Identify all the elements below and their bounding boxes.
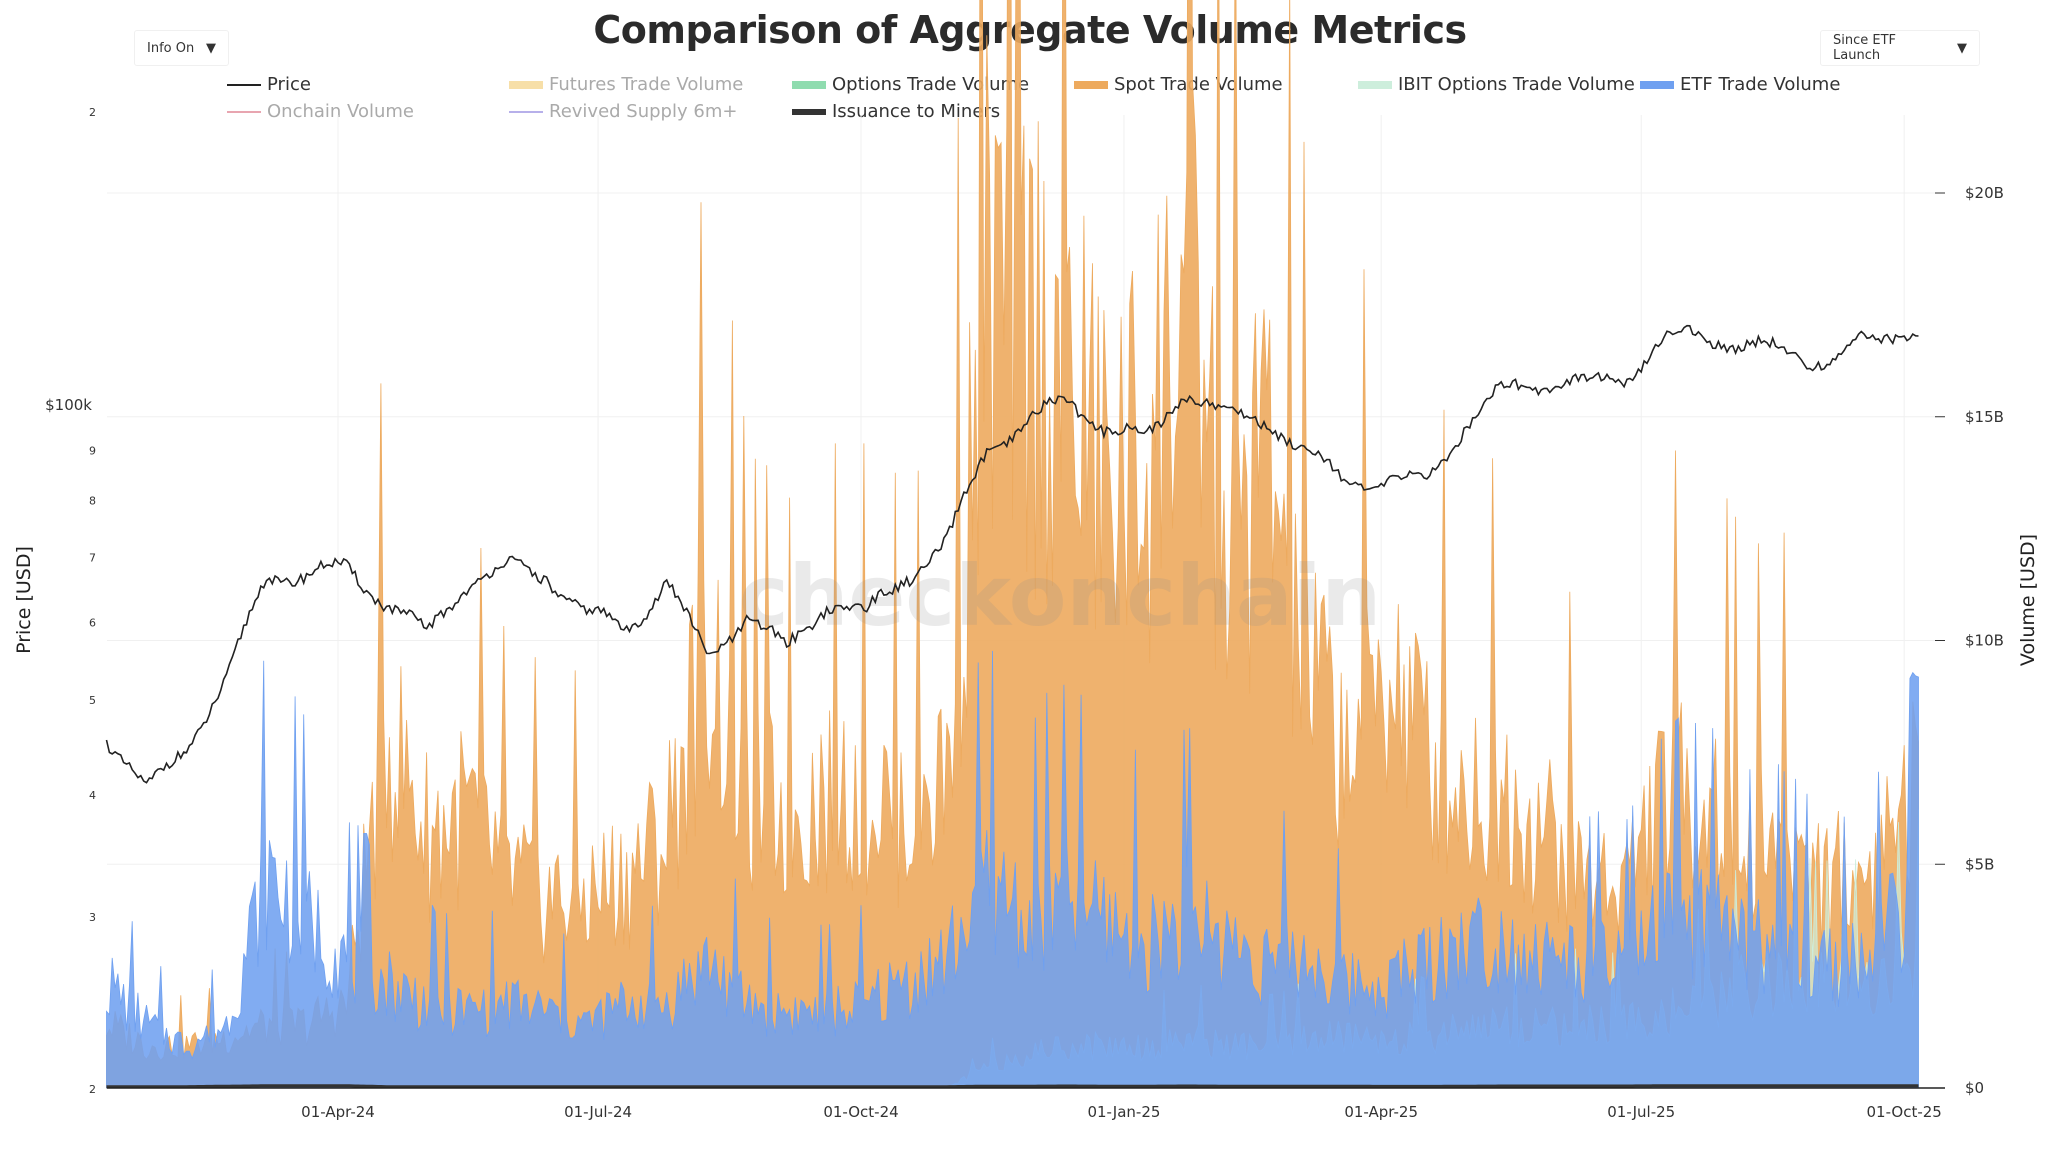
y-left-tick-label: 6 [89, 617, 96, 630]
x-tick-label: 01-Jul-24 [564, 1103, 632, 1121]
legend-swatch-icon [1074, 80, 1108, 89]
legend-item-onchain-volume[interactable]: Onchain Volume [227, 101, 414, 122]
y-right-tick-label: $15B [1965, 408, 2004, 426]
legend-label: ETF Trade Volume [1680, 74, 1841, 95]
series-line-price [105, 324, 1919, 784]
y-left-tick-label: 7 [89, 551, 96, 564]
x-tick-label: 01-Oct-25 [1867, 1103, 1942, 1121]
legend-item-spot-trade-volume[interactable]: Spot Trade Volume [1074, 74, 1283, 95]
y-left-tick-label: 4 [89, 789, 96, 802]
y-left-tick-label: $100k [45, 396, 92, 414]
info-dropdown[interactable]: Info On ▼ [134, 30, 229, 66]
x-tick-label: 01-Jan-25 [1087, 1103, 1160, 1121]
legend-label: Onchain Volume [267, 101, 414, 122]
chevron-down-icon: ▼ [1957, 40, 1967, 56]
series-line-issuance-to-miners [106, 1084, 1919, 1089]
y-right-tick-label: $5B [1965, 855, 1994, 873]
y-right-axis-title: Volume [USD] [2017, 534, 2039, 666]
y-right-tick-label: $10B [1965, 632, 2004, 650]
legend-item-issuance-to-miners[interactable]: Issuance to Miners [792, 101, 1000, 122]
y-left-tick-label: 8 [89, 495, 96, 508]
legend-line-icon [792, 108, 826, 115]
legend-item-ibit-options-trade-volume[interactable]: IBIT Options Trade Volume [1358, 74, 1635, 95]
legend-line-icon [227, 110, 261, 113]
legend-line-icon [227, 83, 261, 86]
x-tick-label: 01-Apr-25 [1344, 1103, 1418, 1121]
series-area-etf-trade-volume [106, 650, 1919, 1089]
legend-item-price[interactable]: Price [227, 74, 311, 95]
info-dropdown-label: Info On [147, 40, 195, 56]
legend-label: Futures Trade Volume [549, 74, 744, 95]
legend-swatch-icon [792, 80, 826, 89]
y-right-tick-label: $20B [1965, 184, 2004, 202]
watermark: checkonchain [739, 547, 1381, 645]
legend-line-icon [509, 110, 543, 113]
x-tick-label: 01-Oct-24 [823, 1103, 898, 1121]
chart-title: Comparison of Aggregate Volume Metrics [593, 8, 1467, 52]
chevron-down-icon: ▼ [206, 40, 216, 56]
series-area-spot-trade-volume [106, 0, 1919, 1089]
y-left-tick-label: 5 [89, 694, 96, 707]
y-right-tick-label: $0 [1965, 1079, 1984, 1097]
range-dropdown-label: Since ETF Launch [1833, 33, 1897, 63]
legend-item-futures-trade-volume[interactable]: Futures Trade Volume [509, 74, 743, 95]
y-left-tick-label: 2 [89, 1083, 96, 1096]
range-dropdown[interactable]: Since ETF Launch ▼ [1820, 30, 1980, 66]
legend-label: IBIT Options Trade Volume [1398, 74, 1635, 95]
legend-label: Spot Trade Volume [1114, 74, 1283, 95]
legend-item-etf-trade-volume[interactable]: ETF Trade Volume [1640, 74, 1840, 95]
y-left-axis-title: Price [USD] [13, 546, 35, 654]
y-left-tick-label: 9 [89, 445, 96, 458]
y-left-tick-label: 2 [89, 106, 96, 119]
legend-swatch-icon [1358, 80, 1392, 89]
x-tick-label: 01-Apr-24 [301, 1103, 375, 1121]
legend-swatch-icon [1640, 80, 1674, 89]
legend-label: Price [267, 74, 311, 95]
x-tick-label: 01-Jul-25 [1607, 1103, 1675, 1121]
legend-label: Issuance to Miners [832, 101, 1001, 122]
legend-swatch-icon [509, 80, 543, 89]
legend-label: Revived Supply 6m+ [549, 101, 738, 122]
y-left-tick-label: 3 [89, 911, 96, 924]
legend-item-revived-supply-6m-[interactable]: Revived Supply 6m+ [509, 101, 737, 122]
